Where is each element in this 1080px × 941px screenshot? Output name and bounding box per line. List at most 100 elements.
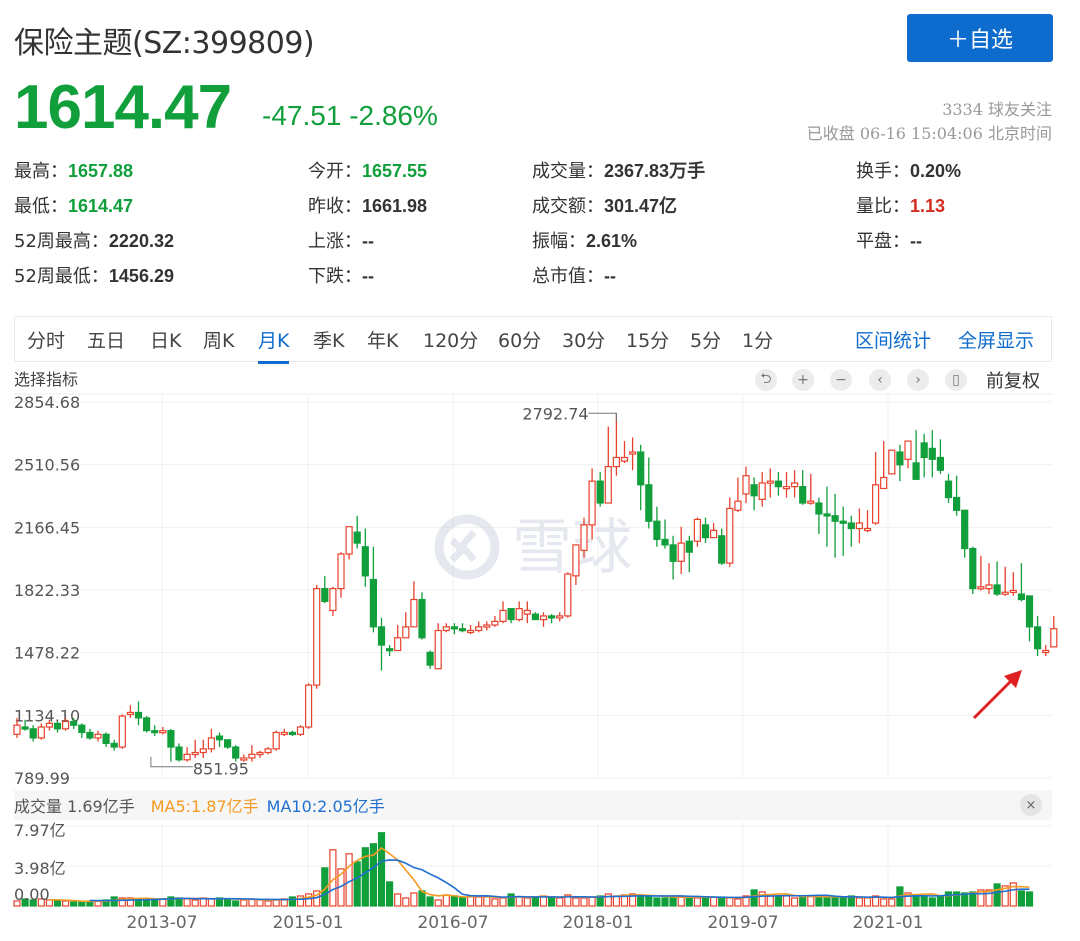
quote-stat: 振幅：2.61% <box>532 227 637 253</box>
quote-value: -- <box>910 231 922 251</box>
x-axis-label: 2015-01 <box>272 913 343 933</box>
zoom-out-icon[interactable]: − <box>830 369 852 391</box>
quote-stat: 今开：1657.55 <box>308 157 427 183</box>
quote-stat: 量比：1.13 <box>856 192 945 218</box>
watermark-logo: 雪球 <box>434 513 632 583</box>
quote-label: 平盘： <box>856 231 910 252</box>
stock-title: 保险主题(SZ:399809) <box>14 26 315 61</box>
zoom-in-icon[interactable]: + <box>792 369 814 391</box>
candle-type-icon[interactable]: ▯ <box>945 369 967 391</box>
max-annotation: 2792.74 <box>522 404 588 423</box>
quote-stat: 52周最低：1456.29 <box>14 262 174 288</box>
change-amount: -47.51 <box>262 100 342 131</box>
quote-stat: 最高：1657.88 <box>14 157 133 183</box>
quote-label: 下跌： <box>308 266 362 287</box>
close-icon[interactable]: × <box>1020 794 1042 816</box>
volume-axis-label: 7.97亿 <box>14 821 66 840</box>
tab-5分[interactable]: 5分 <box>690 330 722 352</box>
y-axis-label: 1134.10 <box>14 706 80 725</box>
arrow-icon <box>972 676 1016 720</box>
watermark-text: 雪球 <box>512 513 632 583</box>
quote-value: 1456.29 <box>108 266 174 286</box>
tab-15分[interactable]: 15分 <box>626 330 670 352</box>
x-axis-label: 2013-07 <box>126 913 197 933</box>
current-price: 1614.47 <box>14 73 232 142</box>
ma10-value: MA10:2.05亿手 <box>266 797 385 816</box>
quote-value: 1661.98 <box>362 196 428 216</box>
quote-label: 今开： <box>308 161 362 182</box>
quote-stat: 上涨：-- <box>308 227 374 253</box>
quote-label: 总市值： <box>532 266 604 287</box>
followers-count: 3334 球友关注 <box>942 100 1052 119</box>
market-status: 已收盘 06-16 15:04:06 北京时间 <box>806 124 1052 143</box>
volume-axis-label: 3.98亿 <box>14 859 66 878</box>
range-stats-link[interactable]: 区间统计 <box>855 330 932 352</box>
fullscreen-link[interactable]: 全屏显示 <box>958 330 1035 352</box>
volume-value: 成交量 1.69亿手 <box>14 797 135 816</box>
quote-value: 1657.55 <box>362 161 428 181</box>
quote-value: 301.47亿 <box>604 196 678 216</box>
y-axis-label: 2854.68 <box>14 393 80 412</box>
x-axis-label: 2019-07 <box>707 913 778 933</box>
x-axis-label: 2018-01 <box>562 913 633 933</box>
ma5-value: MA5:1.87亿手 <box>150 797 259 816</box>
quote-label: 成交额： <box>532 196 604 217</box>
quote-value: -- <box>362 266 374 286</box>
quote-value: -- <box>362 231 374 251</box>
tab-120分[interactable]: 120分 <box>423 330 479 352</box>
change-percent: -2.86% <box>349 100 438 131</box>
x-axis-label: 2021-01 <box>852 913 923 933</box>
quote-label: 最低： <box>14 196 68 217</box>
add-to-watchlist-button[interactable]: ＋自选 <box>907 14 1053 62</box>
tab-季K[interactable]: 季K <box>313 330 345 352</box>
quote-label: 振幅： <box>532 231 586 252</box>
quote-stat: 昨收：1661.98 <box>308 192 427 218</box>
quote-value: 2.61% <box>586 231 638 251</box>
quote-label: 上涨： <box>308 231 362 252</box>
quote-value: 1657.88 <box>68 161 134 181</box>
y-axis-label: 2510.56 <box>14 456 80 475</box>
quote-value: 1614.47 <box>68 196 134 216</box>
tab-周K[interactable]: 周K <box>203 330 235 352</box>
y-axis-label: 2166.45 <box>14 518 80 537</box>
period-tabs: 分时 五日 日K 周K 月K 季K 年K 120分 60分 30分 15分 5分 1分 区间统计 全屏显示 <box>14 316 1052 364</box>
quote-value: 0.20% <box>910 161 962 181</box>
quote-label: 换手： <box>856 161 910 182</box>
reset-icon[interactable]: ⮌ <box>755 369 777 391</box>
quote-label: 昨收： <box>308 196 362 217</box>
tab-60分[interactable]: 60分 <box>498 330 542 352</box>
y-axis-label: 1478.22 <box>14 644 80 663</box>
quote-stat: 平盘：-- <box>856 227 922 253</box>
quote-stat: 最低：1614.47 <box>14 192 133 218</box>
quote-stat: 52周最高：2220.32 <box>14 227 174 253</box>
quote-stat: 总市值：-- <box>532 262 616 288</box>
quote-label: 52周最低： <box>14 266 109 287</box>
quote-value: 2367.83万手 <box>604 161 706 181</box>
quote-label: 最高： <box>14 161 68 182</box>
tab-月K[interactable]: 月K <box>258 326 290 364</box>
price-adjust-select[interactable]: 前复权 <box>986 371 1040 392</box>
x-axis-label: 2016-07 <box>417 913 488 933</box>
quote-value: 2220.32 <box>108 231 174 251</box>
tab-日K[interactable]: 日K <box>150 330 182 352</box>
chevron-right-icon[interactable]: › <box>907 369 929 391</box>
tab-年K[interactable]: 年K <box>367 330 399 352</box>
y-axis-label: 1822.33 <box>14 581 80 600</box>
chevron-left-icon[interactable]: ‹ <box>869 369 891 391</box>
quote-value: -- <box>604 266 616 286</box>
tab-分时[interactable]: 分时 <box>27 330 66 352</box>
select-indicator-button[interactable]: 选择指标 <box>14 370 79 389</box>
min-annotation: 851.95 <box>193 760 249 779</box>
volume-legend: 成交量 1.69亿手 MA5:1.87亿手 MA10:2.05亿手 × <box>14 790 1052 820</box>
quote-label: 52周最高： <box>14 231 109 252</box>
quote-stat: 成交额：301.47亿 <box>532 192 677 218</box>
quote-value: 1.13 <box>910 196 946 216</box>
volume-axis-label: 0.00 <box>14 885 50 904</box>
tab-1分[interactable]: 1分 <box>742 330 774 352</box>
quote-stat: 成交量：2367.83万手 <box>532 157 705 183</box>
quote-stat: 下跌：-- <box>308 262 374 288</box>
quote-stat: 换手：0.20% <box>856 157 961 183</box>
tab-五日[interactable]: 五日 <box>87 330 126 352</box>
tab-30分[interactable]: 30分 <box>562 330 606 352</box>
